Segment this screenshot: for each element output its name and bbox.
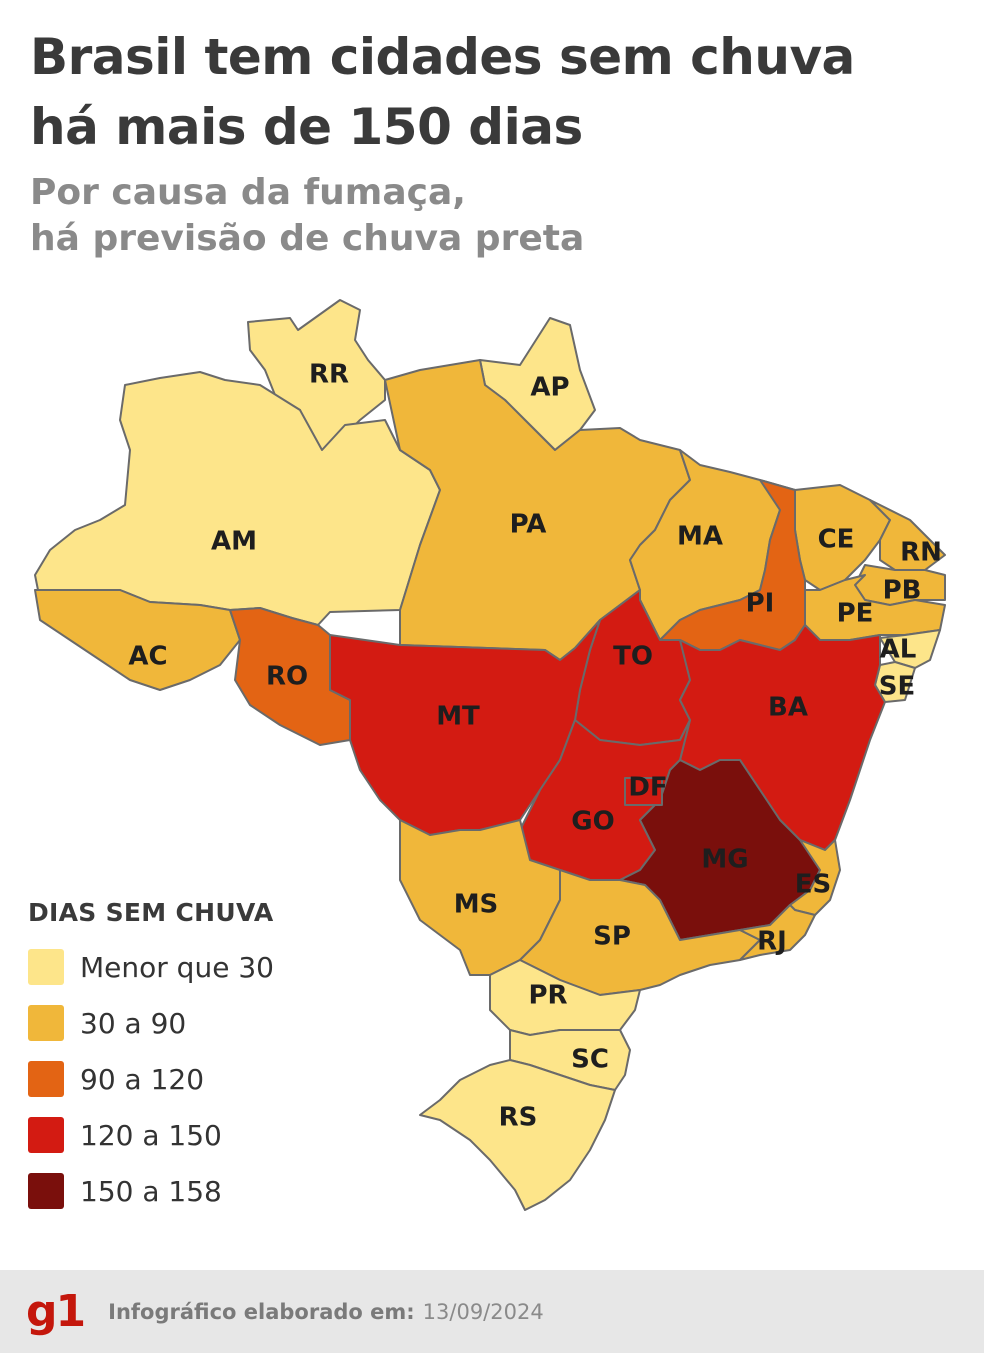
state-am bbox=[34, 371, 441, 626]
state-label-mg: MG bbox=[701, 845, 748, 875]
state-label-ap: AP bbox=[530, 373, 569, 403]
state-label-ac: AC bbox=[128, 642, 167, 672]
state-label-mt: MT bbox=[436, 702, 480, 732]
state-label-pa: PA bbox=[510, 510, 547, 540]
state-label-rs: RS bbox=[499, 1103, 538, 1133]
state-label-al: AL bbox=[880, 635, 917, 665]
state-label-pe: PE bbox=[837, 599, 874, 629]
legend-swatch bbox=[28, 949, 64, 985]
state-label-se: SE bbox=[879, 672, 916, 702]
state-rs bbox=[419, 1059, 616, 1211]
subtitle-line-2: há previsão de chuva preta bbox=[30, 218, 585, 259]
state-label-sp: SP bbox=[593, 922, 631, 952]
title-line-1: Brasil tem cidades sem chuva bbox=[30, 28, 855, 86]
state-label-ro: RO bbox=[266, 662, 308, 692]
g1-logo: g1 bbox=[26, 1286, 86, 1337]
legend-swatch bbox=[28, 1005, 64, 1041]
legend-swatch bbox=[28, 1173, 64, 1209]
legend-title: DIAS SEM CHUVA bbox=[28, 898, 274, 927]
state-rr bbox=[247, 299, 386, 451]
state-label-sc: SC bbox=[571, 1045, 609, 1075]
legend-items: Menor que 30 30 a 90 90 a 120 120 a 150 150 … bbox=[28, 939, 274, 1219]
legend-item: 30 a 90 bbox=[28, 995, 274, 1051]
legend-swatch bbox=[28, 1117, 64, 1153]
legend-item: Menor que 30 bbox=[28, 939, 274, 995]
title-line-2: há mais de 150 dias bbox=[30, 98, 583, 156]
legend-label: 90 a 120 bbox=[80, 1062, 205, 1096]
state-label-rj: RJ bbox=[757, 927, 787, 957]
legend-item: 90 a 120 bbox=[28, 1051, 274, 1107]
legend-item: 120 a 150 bbox=[28, 1107, 274, 1163]
state-label-df: DF bbox=[628, 773, 667, 803]
state-ac bbox=[34, 589, 241, 691]
states-layer bbox=[34, 299, 946, 1211]
state-label-rn: RN bbox=[900, 538, 942, 568]
legend-label: 30 a 90 bbox=[80, 1006, 187, 1040]
state-label-ba: BA bbox=[768, 693, 808, 723]
state-rj bbox=[739, 904, 816, 961]
state-label-go: GO bbox=[571, 807, 614, 837]
state-mt bbox=[329, 619, 601, 836]
state-label-am: AM bbox=[211, 527, 257, 557]
state-label-ms: MS bbox=[454, 890, 499, 920]
legend-label: Menor que 30 bbox=[80, 950, 274, 984]
state-df bbox=[624, 777, 663, 806]
state-label-pi: PI bbox=[746, 589, 775, 619]
state-label-ma: MA bbox=[677, 522, 723, 552]
footer-label: Infográfico elaborado em: bbox=[108, 1299, 415, 1324]
legend-label: 150 a 158 bbox=[80, 1174, 222, 1208]
state-label-to: TO bbox=[613, 642, 653, 672]
footer: g1 Infográfico elaborado em: 13/09/2024 bbox=[0, 1270, 984, 1353]
subtitle-line-1: Por causa da fumaça, bbox=[30, 172, 466, 213]
state-label-pr: PR bbox=[528, 981, 567, 1011]
state-label-ce: CE bbox=[818, 525, 855, 555]
legend-swatch bbox=[28, 1061, 64, 1097]
legend-label: 120 a 150 bbox=[80, 1118, 222, 1152]
footer-date: 13/09/2024 bbox=[422, 1299, 544, 1324]
legend-item: 150 a 158 bbox=[28, 1163, 274, 1219]
state-label-pb: PB bbox=[883, 576, 922, 606]
legend: DIAS SEM CHUVA Menor que 30 30 a 90 90 a 1… bbox=[28, 898, 274, 1219]
state-label-es: ES bbox=[795, 870, 832, 900]
page-title: Brasil tem cidades sem chuva há mais de … bbox=[30, 22, 960, 162]
state-label-rr: RR bbox=[309, 360, 349, 390]
page-subtitle: Por causa da fumaça, há previsão de chuv… bbox=[30, 170, 930, 262]
